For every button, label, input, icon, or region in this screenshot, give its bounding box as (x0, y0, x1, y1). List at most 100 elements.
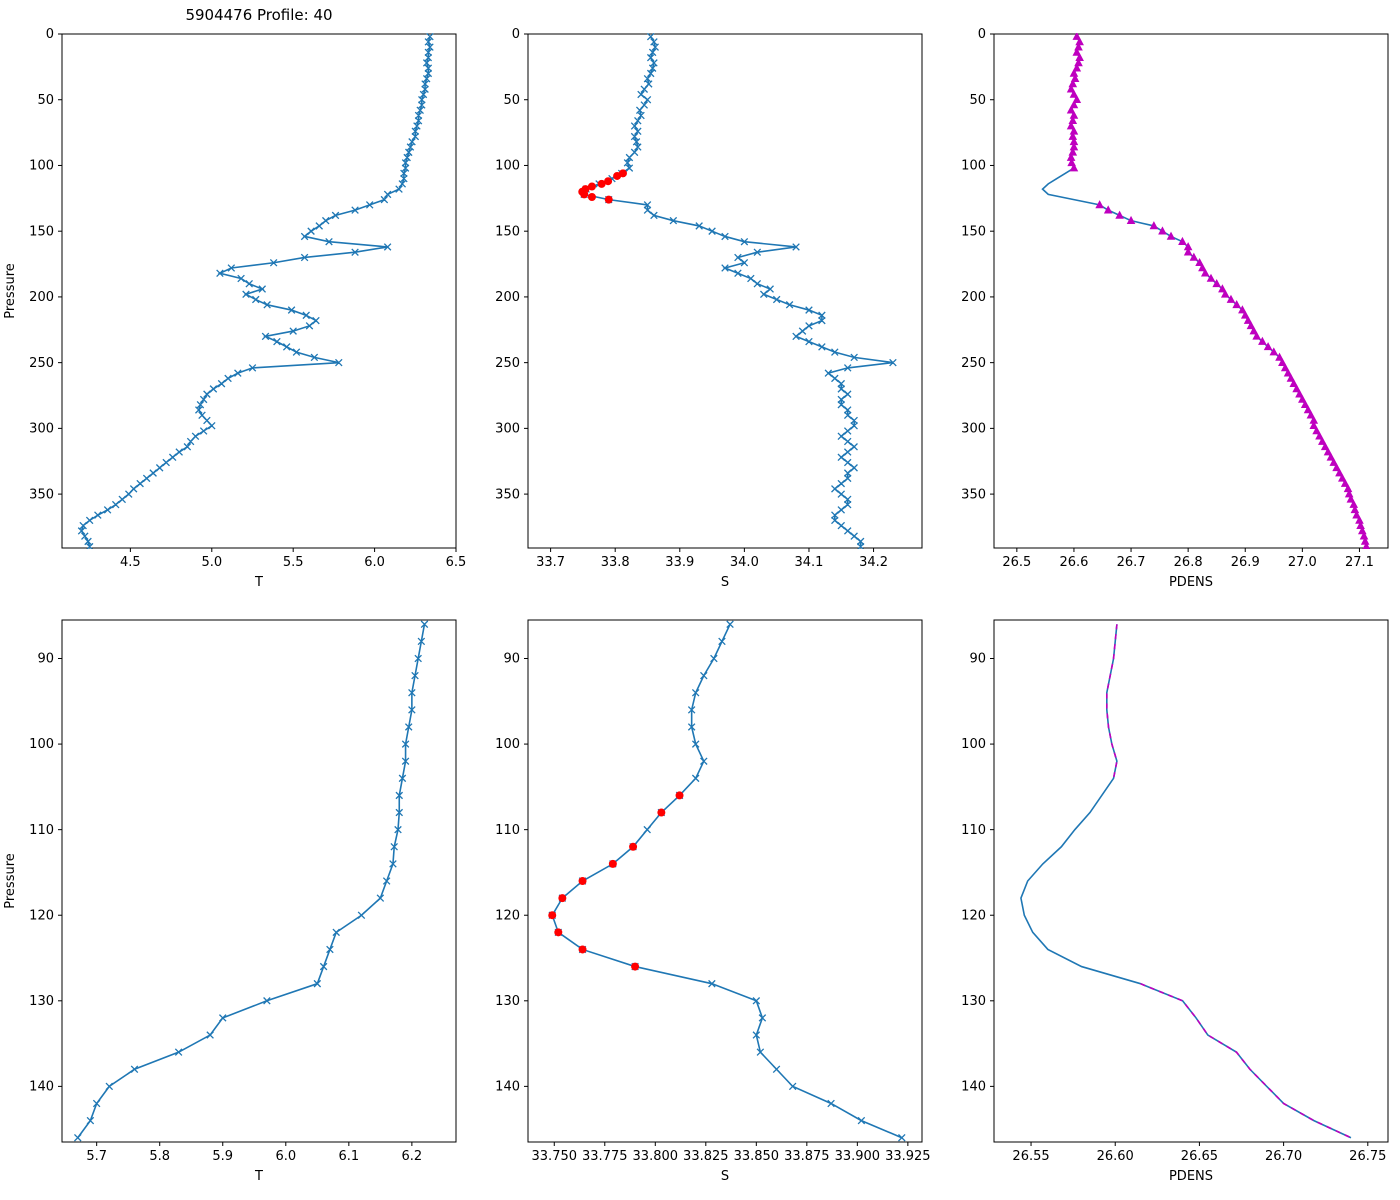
y-tick-label: 100 (495, 159, 520, 174)
x-axis-label: T (254, 1169, 263, 1184)
x-tick-label: 5.7 (86, 1149, 107, 1164)
y-tick-label: 140 (961, 1080, 986, 1095)
salinity-profile-zoom-line (551, 623, 903, 1139)
y-tick-label: 0 (512, 27, 520, 42)
x-tick-label: 26.70 (1265, 1149, 1302, 1164)
x-tick-label: 26.8 (1174, 555, 1203, 570)
x-tick-label: 27.0 (1288, 555, 1317, 570)
x-axis-label: PDENS (1169, 1169, 1213, 1184)
x-tick-label: 5.0 (201, 555, 222, 570)
y-tick-label: 150 (961, 224, 986, 239)
x-tick-label: 6.2 (402, 1149, 423, 1164)
y-tick-label: 100 (495, 737, 520, 752)
x-tick-label: 27.1 (1345, 555, 1374, 570)
y-tick-label: 150 (29, 224, 54, 239)
plot-area (77, 33, 434, 549)
x-tick-label: 33.825 (683, 1149, 729, 1164)
pdens-accepted-points-markers (1066, 33, 1371, 549)
y-tick-label: 100 (961, 737, 986, 752)
y-tick-label: 130 (495, 994, 520, 1009)
y-tick-label: 300 (961, 422, 986, 437)
y-tick-label: 90 (969, 652, 986, 667)
plot-area (1041, 33, 1371, 549)
y-tick-label: 150 (495, 224, 520, 239)
x-tick-label: 33.875 (784, 1149, 830, 1164)
y-axis-label: Pressure (3, 263, 18, 319)
y-tick-label: 350 (495, 487, 520, 502)
y-tick-label: 130 (961, 994, 986, 1009)
salinity-profile-markers (580, 33, 897, 549)
x-tick-label: 33.8 (601, 555, 630, 570)
temperature-profile-line (80, 36, 431, 547)
x-tick-label: 5.8 (149, 1149, 170, 1164)
x-tick-label: 26.60 (1097, 1149, 1134, 1164)
axes-frame (993, 33, 1389, 549)
plot-area (74, 620, 429, 1142)
x-tick-label: 26.7 (1117, 555, 1146, 570)
y-tick-label: 200 (495, 290, 520, 305)
y-tick-label: 250 (961, 356, 986, 371)
temperature-profile-markers (77, 33, 434, 549)
y-tick-label: 120 (961, 908, 986, 923)
plot-area (578, 33, 897, 549)
salinity-profile-line (583, 36, 894, 547)
y-tick-label: 100 (29, 737, 54, 752)
figure-title: 5904476 Profile: 40 (185, 6, 332, 24)
axes-frame (527, 33, 923, 549)
axes-frame (61, 33, 457, 549)
y-tick-label: 250 (495, 356, 520, 371)
y-tick-label: 110 (29, 823, 54, 838)
subplot-temperature-full: 4.5 5.0 5.5 6.0 6.5 0 50 100 150 200 250 300 350 T Pre… (3, 6, 466, 590)
x-axis-label: T (254, 575, 263, 590)
x-tick-label: 26.75 (1349, 1149, 1386, 1164)
x-tick-label: 5.5 (283, 555, 304, 570)
x-tick-label: 6.1 (338, 1149, 359, 1164)
flagged-salinity-points-zoom-markers (548, 791, 684, 971)
x-tick-label: 26.9 (1231, 555, 1260, 570)
x-axis-label: S (721, 1169, 729, 1184)
y-tick-label: 50 (969, 93, 986, 108)
temperature-profile-zoom-markers (74, 620, 429, 1142)
x-tick-label: 33.7 (536, 555, 565, 570)
temperature-profile-zoom-line (77, 624, 426, 1139)
flagged-salinity-points-markers (578, 169, 627, 204)
y-tick-label: 50 (37, 93, 54, 108)
x-tick-label: 26.5 (1002, 555, 1031, 570)
pdens-accepted-dashed-zoom-line (1106, 624, 1352, 1139)
x-tick-label: 34.2 (859, 555, 888, 570)
y-tick-label: 110 (961, 823, 986, 838)
pdens-line-line (1041, 36, 1368, 547)
pdens-line-zoom-line (1020, 624, 1352, 1139)
x-tick-label: 6.0 (364, 555, 385, 570)
x-tick-label: 33.925 (885, 1149, 931, 1164)
y-tick-label: 100 (29, 159, 54, 174)
x-tick-label: 26.6 (1059, 555, 1088, 570)
x-tick-label: 26.65 (1181, 1149, 1218, 1164)
y-tick-label: 350 (961, 487, 986, 502)
subplot-salinity-zoom: 33.750 33.775 33.800 33.825 33.850 33.875 33.9… (495, 619, 931, 1184)
x-tick-label: 33.775 (582, 1149, 628, 1164)
subplot-pdens-zoom: 26.55 26.60 26.65 26.70 26.75 90 100 110 120 130 1… (961, 619, 1389, 1184)
y-tick-label: 90 (503, 652, 520, 667)
y-tick-label: 100 (961, 159, 986, 174)
x-tick-label: 6.0 (275, 1149, 296, 1164)
x-tick-label: 5.9 (212, 1149, 233, 1164)
y-tick-label: 0 (46, 27, 54, 42)
x-tick-label: 33.850 (734, 1149, 780, 1164)
y-tick-label: 120 (495, 908, 520, 923)
y-tick-label: 140 (495, 1080, 520, 1095)
y-tick-label: 110 (495, 823, 520, 838)
x-axis-label: S (721, 575, 729, 590)
y-tick-label: 120 (29, 908, 54, 923)
x-tick-label: 33.800 (633, 1149, 679, 1164)
plot-area (1020, 624, 1352, 1139)
x-tick-label: 33.9 (665, 555, 694, 570)
y-tick-label: 50 (503, 93, 520, 108)
subplot-pdens-full: 26.5 26.6 26.7 26.8 26.9 27.0 27.1 0 50 100 150 200… (961, 27, 1389, 590)
x-tick-label: 6.5 (446, 555, 466, 570)
axes-frame (527, 619, 923, 1143)
x-tick-label: 33.900 (835, 1149, 881, 1164)
x-tick-label: 33.750 (532, 1149, 578, 1164)
subplot-salinity-full: 33.7 33.8 33.9 34.0 34.1 34.2 0 50 100 150 200 250 3… (495, 27, 923, 590)
